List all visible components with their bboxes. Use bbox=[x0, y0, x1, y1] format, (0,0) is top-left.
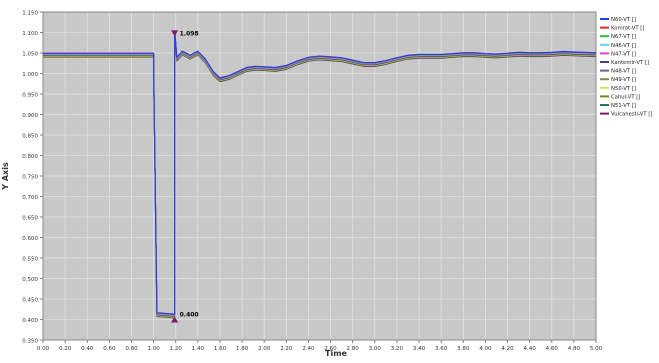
legend-label: N60-VT [] bbox=[611, 17, 636, 23]
x-tick-label: 4.60 bbox=[546, 346, 559, 352]
x-tick-label: 3.40 bbox=[413, 346, 426, 352]
x-tick-label: 0.60 bbox=[103, 346, 116, 352]
x-tick-label: 2.00 bbox=[258, 346, 271, 352]
x-tick-label: 4.80 bbox=[568, 346, 581, 352]
x-tick-label: 1.60 bbox=[214, 346, 227, 352]
x-tick-label: 2.60 bbox=[324, 346, 337, 352]
legend-label: N47-VT [] bbox=[611, 51, 636, 57]
y-tick-label: 1.000 bbox=[22, 72, 38, 78]
legend-label: N50-VT [] bbox=[611, 86, 636, 92]
legend-label: N48-VT [] bbox=[611, 69, 636, 75]
y-tick-label: 0.700 bbox=[22, 195, 38, 201]
x-tick-label: 1.20 bbox=[170, 346, 183, 352]
x-axis-label: Time bbox=[325, 349, 348, 358]
legend: N60-VT [] Komrat-VT [] N67-VT [] N46-VT [] N… bbox=[600, 17, 652, 118]
x-tick-label: 2.20 bbox=[280, 346, 293, 352]
y-tick-label: 0.450 bbox=[22, 298, 38, 304]
legend-label: N51-VT [] bbox=[611, 103, 636, 109]
x-tick-label: 1.00 bbox=[147, 346, 160, 352]
x-tick-label: 0.40 bbox=[81, 346, 94, 352]
x-tick-label: 3.80 bbox=[457, 346, 470, 352]
x-axis-ticks: 0.00 0.20 0.40 0.60 0.80 1.00 1.20 1.40 1.60 1.80… bbox=[37, 340, 603, 352]
y-tick-label: 0.950 bbox=[22, 93, 38, 99]
legend-label: Vulcanesti-VT [] bbox=[611, 112, 652, 118]
y-tick-label: 0.500 bbox=[22, 277, 38, 283]
legend-label: Komrat-VT [] bbox=[611, 26, 644, 32]
y-tick-label: 0.900 bbox=[22, 113, 38, 119]
y-tick-label: 1.150 bbox=[22, 11, 38, 17]
y-tick-label: 0.850 bbox=[22, 134, 38, 140]
y-tick-label: 1.100 bbox=[22, 31, 38, 37]
y-tick-label: 1.050 bbox=[22, 52, 38, 58]
annotation-label: 0.400 bbox=[180, 312, 199, 319]
legend-label: N67-VT [] bbox=[611, 34, 636, 40]
y-tick-label: 0.650 bbox=[22, 216, 38, 222]
y-axis-ticks: 0.350 0.400 0.450 0.500 0.550 0.600 0.650 0.700… bbox=[22, 11, 43, 345]
legend-label: Kantemir-VT [] bbox=[611, 60, 649, 66]
x-tick-label: 5.00 bbox=[590, 346, 603, 352]
x-tick-label: 0.00 bbox=[37, 346, 50, 352]
x-tick-label: 1.80 bbox=[236, 346, 249, 352]
legend-label: Cahul-VT [] bbox=[611, 94, 640, 100]
x-tick-label: 3.00 bbox=[369, 346, 382, 352]
annotation-marker bbox=[171, 30, 179, 37]
y-axis-label: Y Axis bbox=[1, 162, 10, 191]
annotations: 1.098 0.400 bbox=[171, 30, 199, 323]
x-tick-label: 4.40 bbox=[524, 346, 537, 352]
x-tick-label: 3.20 bbox=[391, 346, 404, 352]
y-tick-label: 0.600 bbox=[22, 236, 38, 242]
series-line-1 bbox=[43, 30, 597, 315]
x-tick-label: 2.40 bbox=[302, 346, 315, 352]
y-tick-label: 0.750 bbox=[22, 175, 38, 181]
legend-label: N46-VT [] bbox=[611, 43, 636, 49]
y-tick-label: 0.400 bbox=[22, 318, 38, 324]
series-lines bbox=[43, 30, 597, 319]
x-tick-label: 4.00 bbox=[479, 346, 492, 352]
annotation-label: 1.098 bbox=[180, 30, 199, 37]
x-tick-label: 2.80 bbox=[347, 346, 360, 352]
legend-label: N49-VT [] bbox=[611, 77, 636, 83]
x-tick-label: 1.40 bbox=[192, 346, 205, 352]
y-tick-label: 0.550 bbox=[22, 257, 38, 263]
y-tick-label: 0.350 bbox=[22, 339, 38, 345]
y-tick-label: 0.800 bbox=[22, 154, 38, 160]
x-tick-label: 3.60 bbox=[435, 346, 448, 352]
x-tick-label: 4.20 bbox=[501, 346, 514, 352]
x-tick-label: 0.80 bbox=[125, 346, 138, 352]
x-tick-label: 0.20 bbox=[59, 346, 72, 352]
annotation-marker bbox=[171, 316, 179, 323]
